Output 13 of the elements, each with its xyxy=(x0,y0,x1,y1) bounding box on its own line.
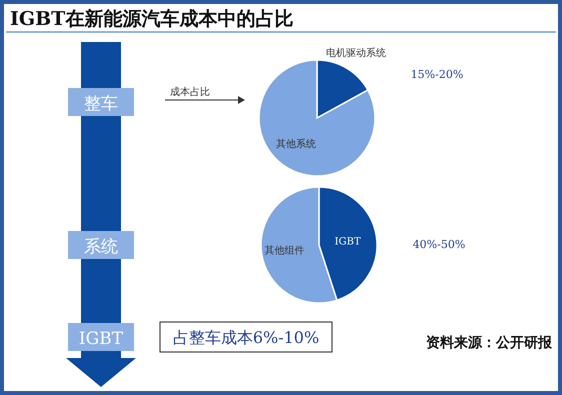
text: 占整车成本6%-10% xyxy=(172,328,320,347)
text: IGBT xyxy=(78,329,124,349)
text: 成本占比 xyxy=(170,86,210,98)
slice-label: 其他组件 xyxy=(264,244,304,257)
text: 系统 xyxy=(84,237,118,257)
slice-label: 其他系统 xyxy=(276,138,316,150)
text: 资料来源：公开研报 xyxy=(426,335,553,351)
text: 15%-20% xyxy=(410,68,464,81)
slice-label: IGBT xyxy=(334,236,361,248)
text: 40%-50% xyxy=(412,238,466,251)
slice-label: 电机驱动系统 xyxy=(326,47,386,60)
text: 整车 xyxy=(84,94,118,114)
chart-title: IGBT在新能源汽车成本中的占比 xyxy=(10,8,294,30)
